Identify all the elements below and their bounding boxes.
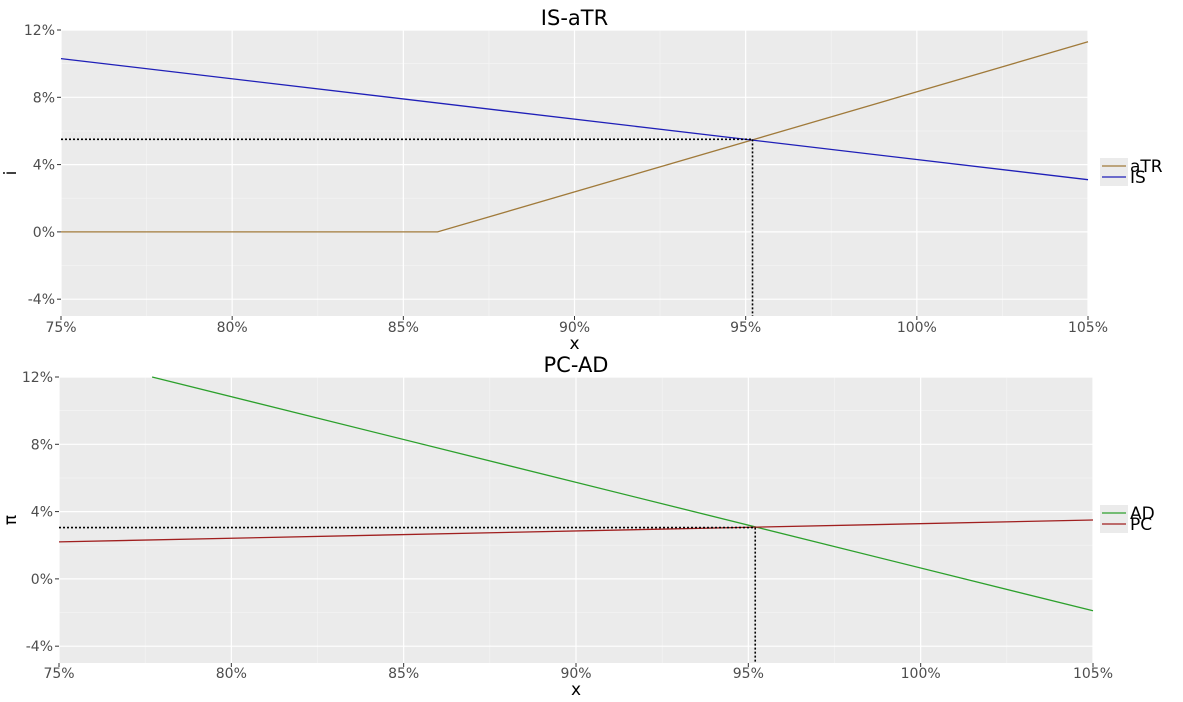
x-tick-label: 95% — [730, 320, 761, 336]
y-axis-title: π — [1, 515, 21, 525]
y-tick-label: 12% — [22, 370, 53, 386]
x-tick-label: 85% — [388, 320, 419, 336]
x-axis-title: x — [569, 334, 579, 354]
legend-label-is: IS — [1130, 168, 1146, 188]
x-tick-label: 100% — [897, 320, 937, 336]
y-tick-label: 12% — [24, 23, 55, 39]
y-tick-label: -4% — [26, 639, 53, 655]
chart-panel-2: 75% 80% 85% 90% 95% 100% 105% -4% 0% 4% 8% 12% PC-AD… — [1, 353, 1155, 700]
legend-label-pc: PC — [1130, 515, 1152, 535]
y-tick-label: 8% — [33, 90, 55, 106]
y-tick-label: 0% — [33, 225, 55, 241]
y-tick-label: 8% — [31, 437, 53, 453]
series-line-ad — [151, 376, 1094, 612]
y-tick-label: -4% — [28, 292, 55, 308]
x-tick-label: 80% — [216, 666, 247, 682]
series-line-is — [60, 57, 1089, 181]
x-tick-label: 95% — [733, 666, 764, 682]
series-line-pc — [58, 519, 1094, 543]
legend-label-ad: AD — [1130, 504, 1155, 524]
legend-key-background — [1100, 158, 1128, 186]
chart-title: PC-AD — [544, 353, 609, 377]
x-tick-label: 75% — [45, 320, 76, 336]
x-tick-label: 75% — [43, 666, 74, 682]
x-tick-label: 80% — [217, 320, 248, 336]
legend-key-background — [1100, 505, 1128, 533]
y-tick-label: 4% — [33, 158, 55, 174]
chart-title: IS-aTR — [541, 6, 608, 30]
series-line-atr — [61, 41, 1089, 233]
x-tick-label: 85% — [388, 666, 419, 682]
x-tick-label: 105% — [1073, 666, 1113, 682]
x-tick-label: 105% — [1068, 320, 1108, 336]
x-axis-title: x — [571, 680, 581, 700]
legend-label-atr: aTR — [1130, 157, 1163, 177]
x-tick-label: 90% — [560, 666, 591, 682]
y-tick-label: 0% — [31, 572, 53, 588]
chart-panel-1: 75% 80% 85% 90% 95% 100% 105% -4% 0% 4% 8% 12% IS-aT… — [1, 6, 1163, 354]
y-tick-label: 4% — [31, 505, 53, 521]
x-tick-label: 100% — [901, 666, 941, 682]
x-tick-label: 90% — [559, 320, 590, 336]
y-axis-title: i — [1, 171, 21, 176]
